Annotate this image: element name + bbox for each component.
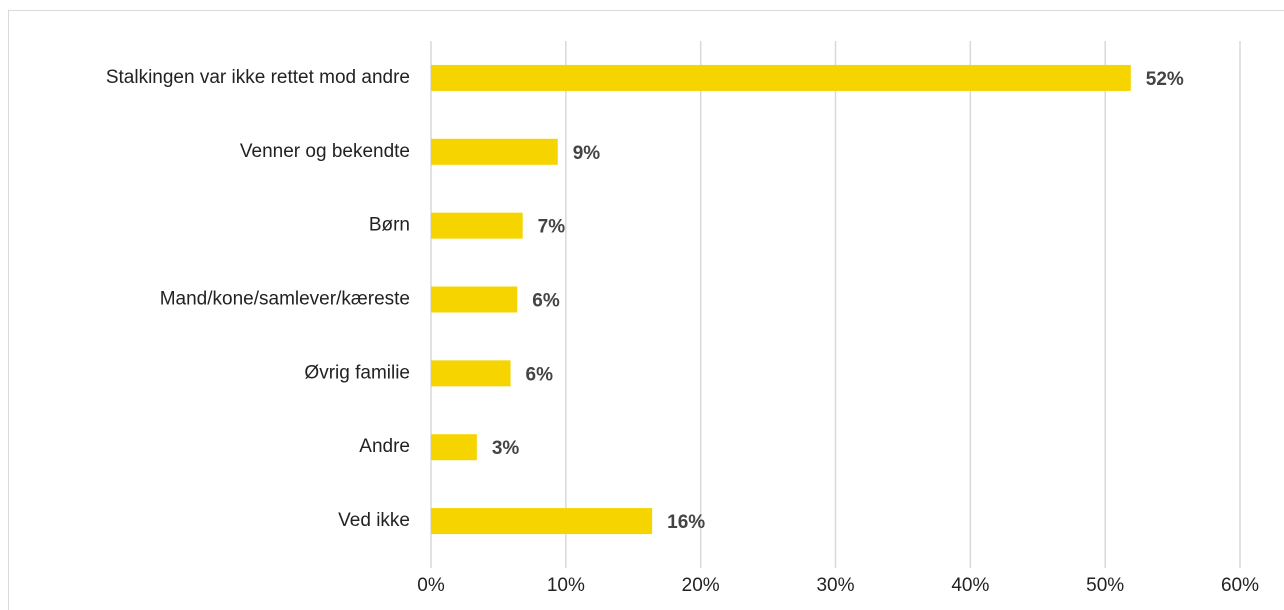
- value-label: 16%: [667, 512, 705, 533]
- x-tick-label: 40%: [951, 575, 989, 596]
- bar: [431, 212, 523, 239]
- chart-border: [8, 10, 1284, 610]
- value-label: 7%: [538, 217, 566, 238]
- bar: [431, 286, 518, 313]
- bar: [431, 64, 1131, 91]
- bar: [431, 434, 477, 461]
- y-tick-label: Ved ikke: [338, 510, 410, 531]
- value-label: 9%: [573, 143, 601, 164]
- y-tick-label: Stalkingen var ikke rettet mod andre: [106, 67, 410, 88]
- value-label: 3%: [492, 438, 520, 459]
- value-label: 52%: [1146, 69, 1184, 90]
- y-tick-label: Andre: [359, 436, 410, 457]
- bar: [431, 360, 511, 387]
- y-tick-label: Børn: [369, 215, 410, 236]
- y-tick-label: Mand/kone/samlever/kæreste: [160, 289, 410, 310]
- value-label: 6%: [532, 291, 560, 312]
- y-tick-label: Øvrig familie: [304, 362, 410, 383]
- bar: [431, 138, 558, 165]
- x-tick-label: 60%: [1221, 575, 1259, 596]
- x-tick-label: 0%: [417, 575, 445, 596]
- bar: [431, 508, 653, 535]
- y-tick-label: Venner og bekendte: [240, 141, 410, 162]
- value-label: 6%: [526, 364, 554, 385]
- x-tick-label: 10%: [547, 575, 585, 596]
- x-tick-label: 50%: [1086, 575, 1124, 596]
- x-tick-label: 30%: [816, 575, 854, 596]
- x-tick-label: 20%: [682, 575, 720, 596]
